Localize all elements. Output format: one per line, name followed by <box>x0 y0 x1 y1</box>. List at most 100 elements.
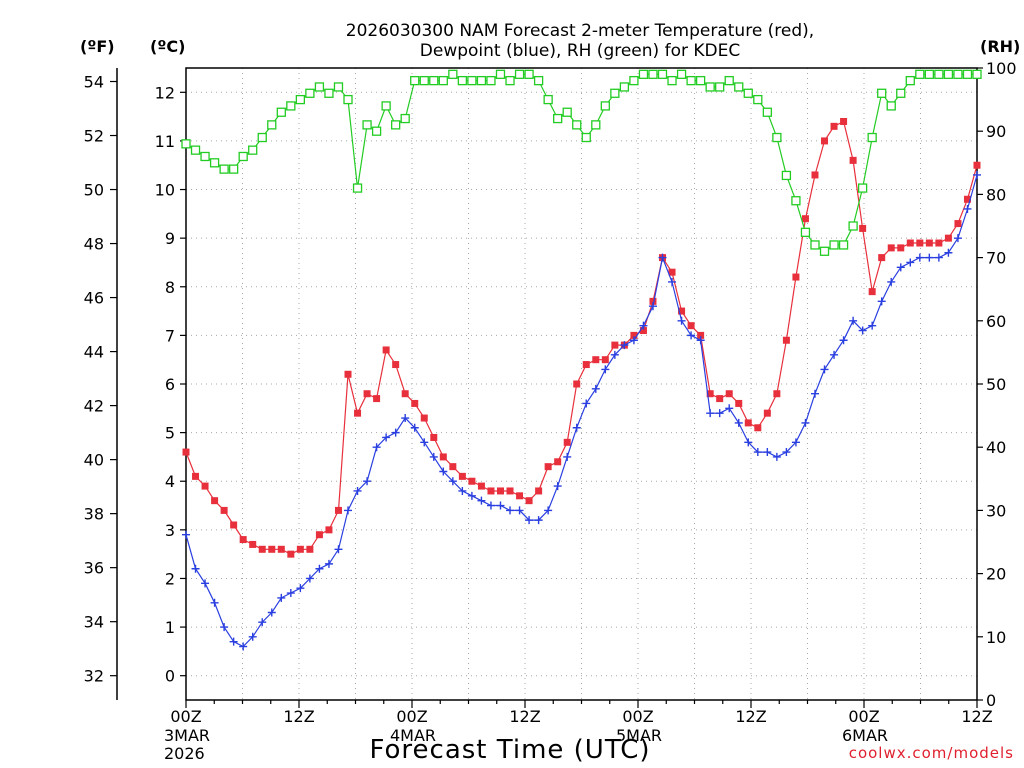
tick-label-x-date: 3MAR <box>164 726 210 745</box>
tick-label-fahrenheit: 48 <box>84 235 104 254</box>
tick-label-x: 00Z <box>396 707 427 726</box>
dewpoint-point <box>858 326 867 335</box>
tick-label-x-date: 6MAR <box>842 726 888 745</box>
temperature-point <box>296 545 304 553</box>
dewpoint-point <box>467 491 476 500</box>
dewpoint-point <box>963 204 972 213</box>
temperature-point <box>334 506 342 514</box>
rh-point <box>400 113 410 124</box>
dewpoint-point <box>477 496 486 505</box>
rh-point <box>848 221 858 231</box>
rh-point <box>762 107 772 117</box>
dewpoint-point <box>620 341 629 350</box>
dewpoint-point <box>258 618 267 627</box>
tick-label-celsius: 7 <box>165 326 175 345</box>
rh-point <box>629 75 639 86</box>
dewpoint-point <box>915 253 924 262</box>
tick-label-rh: 50 <box>986 375 1006 394</box>
dewpoint-point <box>372 443 381 452</box>
rh-point <box>553 113 563 124</box>
temperature-point <box>906 239 914 247</box>
temperature-point <box>830 122 838 130</box>
dewpoint-point <box>639 321 648 330</box>
dewpoint-point <box>448 477 457 486</box>
rh-point <box>600 101 610 111</box>
rh-point <box>429 75 439 86</box>
temperature-point <box>897 244 905 252</box>
rh-point <box>448 69 458 79</box>
temperature-point <box>763 409 771 417</box>
dewpoint-point <box>191 564 200 573</box>
temperature-point <box>420 414 428 422</box>
dewpoint-point <box>896 263 905 272</box>
tick-label-fahrenheit: 42 <box>84 397 104 416</box>
rh-point <box>190 145 201 155</box>
chart-title-line-1: 2026030300 NAM Forecast 2-meter Temperat… <box>346 21 814 41</box>
temperature-point <box>849 156 857 164</box>
rh-point <box>533 75 544 86</box>
rh-point <box>857 183 868 193</box>
tick-label-fahrenheit: 44 <box>84 343 104 362</box>
rh-point <box>695 75 706 86</box>
tick-label-rh: 20 <box>986 565 1006 584</box>
temperature-point <box>516 492 524 500</box>
rh-point <box>953 69 963 79</box>
dewpoint-point <box>715 409 724 418</box>
dewpoint-point <box>810 389 819 398</box>
tick-label-celsius: 9 <box>165 229 175 248</box>
temperature-point <box>554 458 562 466</box>
dewpoint-point <box>277 593 286 602</box>
series-line-dewpoint <box>185 174 978 648</box>
dewpoint-point <box>725 404 734 413</box>
dewpoint-point <box>610 350 619 359</box>
tick-label-celsius: 1 <box>165 618 175 637</box>
chart-axes <box>110 67 983 708</box>
tick-label-fahrenheit: 32 <box>84 667 104 686</box>
rh-point <box>800 227 811 237</box>
rh-point <box>886 101 896 111</box>
dewpoint-point <box>410 423 419 432</box>
dewpoint-point <box>572 423 581 432</box>
rh-point <box>724 75 734 86</box>
dewpoint-point <box>515 506 524 515</box>
temperature-point <box>954 220 962 228</box>
rh-point <box>505 75 515 86</box>
rh-point <box>896 88 906 98</box>
dewpoint-point <box>772 452 781 461</box>
temperature-point <box>868 288 876 296</box>
rh-point <box>438 75 448 86</box>
rh-point <box>715 82 725 92</box>
tick-label-fahrenheit: 34 <box>84 613 104 632</box>
rh-point <box>819 246 830 256</box>
tick-label-fahrenheit: 40 <box>84 451 104 470</box>
dewpoint-point <box>391 428 400 437</box>
tick-label-x: 12Z <box>735 707 766 726</box>
temperature-point <box>592 356 600 364</box>
dewpoint-point <box>420 438 429 447</box>
dewpoint-point <box>934 253 943 262</box>
tick-label-celsius: 0 <box>165 667 175 686</box>
temperature-point <box>277 545 285 553</box>
rh-point <box>591 120 601 130</box>
dewpoint-point <box>830 350 839 359</box>
temperature-point <box>716 395 724 403</box>
temperature-point <box>859 224 867 232</box>
dewpoint-point <box>868 321 877 330</box>
tick-labels: 0123456789101112323436384042444648505254… <box>84 59 1017 763</box>
unit-label-rh: (RH) <box>980 37 1020 56</box>
dewpoint-point <box>791 438 800 447</box>
temperature-point <box>382 346 390 354</box>
temperature-point <box>496 487 504 495</box>
temperature-point <box>782 336 790 344</box>
dewpoint-point <box>753 448 762 457</box>
tick-label-celsius: 10 <box>155 181 175 200</box>
dewpoint-point <box>553 482 562 491</box>
tick-label-x: 00Z <box>848 707 879 726</box>
temperature-point <box>697 331 705 339</box>
rh-point <box>838 240 849 250</box>
tick-label-rh: 30 <box>986 501 1006 520</box>
rh-point <box>238 151 248 162</box>
dewpoint-point <box>506 506 515 515</box>
temperature-point <box>744 419 752 427</box>
tick-label-fahrenheit: 52 <box>84 127 104 146</box>
